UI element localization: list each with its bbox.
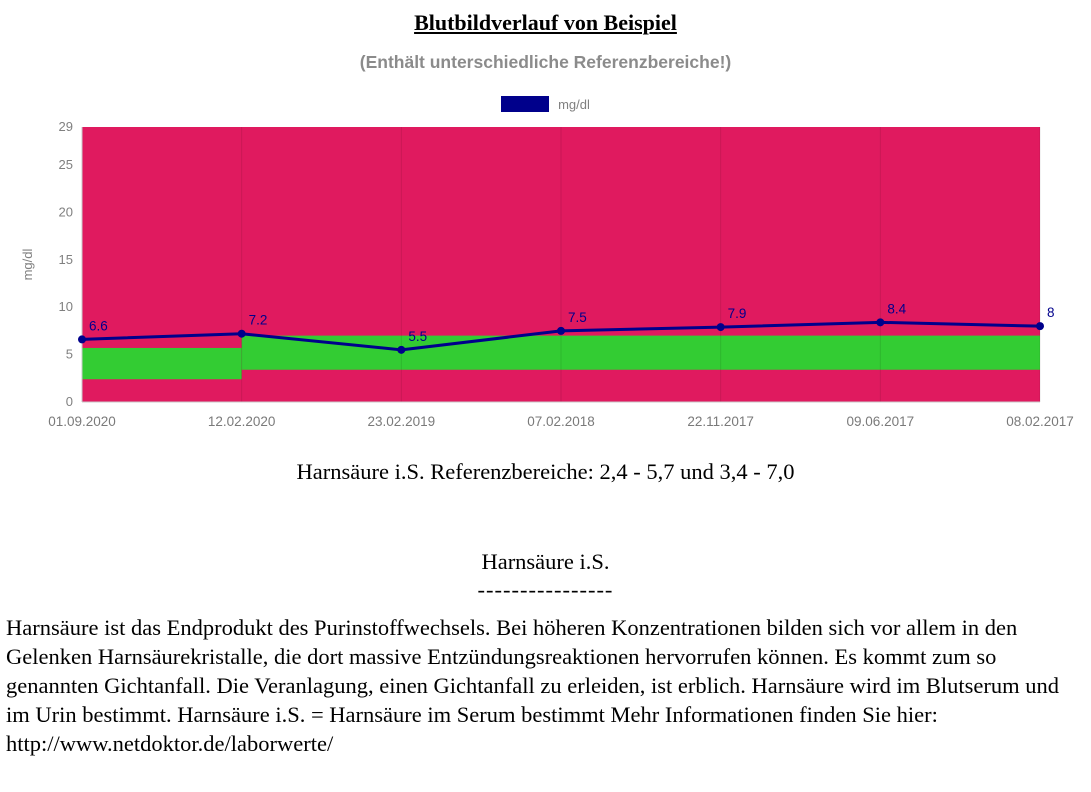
- x-tick-label: 09.06.2017: [847, 414, 915, 429]
- data-point: [716, 323, 725, 332]
- analyte-heading: Harnsäure i.S.: [481, 549, 610, 574]
- blood-values-line-chart: 0 5 10 15 20 25 29 mg/dl 01.09.2020 12.02.2020 23.…: [20, 119, 1074, 429]
- page-title: Blutbildverlauf von Beispiel: [414, 10, 677, 35]
- legend-swatch-icon: [501, 96, 550, 112]
- reference-range-band: [82, 347, 242, 380]
- reference-range-band: [241, 335, 1040, 370]
- data-point: [78, 335, 86, 344]
- data-point-label: 5.5: [408, 329, 427, 344]
- x-tick-label: 07.02.2018: [527, 414, 595, 429]
- chart-container: 0 5 10 15 20 25 29 mg/dl 01.09.2020 12.02.2020 23.…: [0, 119, 1091, 433]
- data-point: [557, 326, 565, 335]
- dashed-divider: ----------------: [477, 577, 614, 602]
- x-tick-label: 12.02.2020: [208, 414, 276, 429]
- x-tick-label: 23.02.2019: [368, 414, 436, 429]
- y-tick-label: 25: [59, 157, 73, 172]
- y-axis-title: mg/dl: [20, 248, 35, 280]
- data-point: [876, 318, 885, 327]
- page-subtitle: (Enthält unterschiedliche Referenzbereic…: [359, 52, 732, 72]
- y-tick-label: 15: [59, 252, 73, 267]
- x-tick-label: 08.02.2017: [1006, 414, 1074, 429]
- data-point: [237, 329, 246, 338]
- data-point-label: 7.9: [728, 306, 747, 321]
- x-tick-label: 01.09.2020: [48, 414, 116, 429]
- y-tick-label: 20: [59, 204, 73, 219]
- x-tick-label: 22.11.2017: [687, 414, 754, 429]
- data-point: [1036, 322, 1044, 331]
- y-tick-label: 0: [66, 394, 73, 409]
- data-point-label: 8.4: [887, 301, 906, 316]
- data-point-label: 6.6: [89, 318, 108, 333]
- y-tick-label: 10: [59, 299, 73, 314]
- reference-ranges-caption: Harnsäure i.S. Referenzbereiche: 2,4 - 5…: [296, 459, 795, 484]
- y-tick-label: 5: [66, 347, 73, 362]
- data-point: [397, 345, 406, 354]
- data-point-label: 7.5: [568, 310, 587, 325]
- legend-label: mg/dl: [558, 96, 590, 112]
- y-tick-label: 29: [59, 119, 73, 134]
- chart-legend: mg/dl: [0, 95, 1091, 113]
- analyte-description: Harnsäure ist das Endprodukt des Purinst…: [6, 615, 1059, 756]
- data-point-label: 8: [1047, 305, 1055, 320]
- data-point-label: 7.2: [249, 313, 268, 328]
